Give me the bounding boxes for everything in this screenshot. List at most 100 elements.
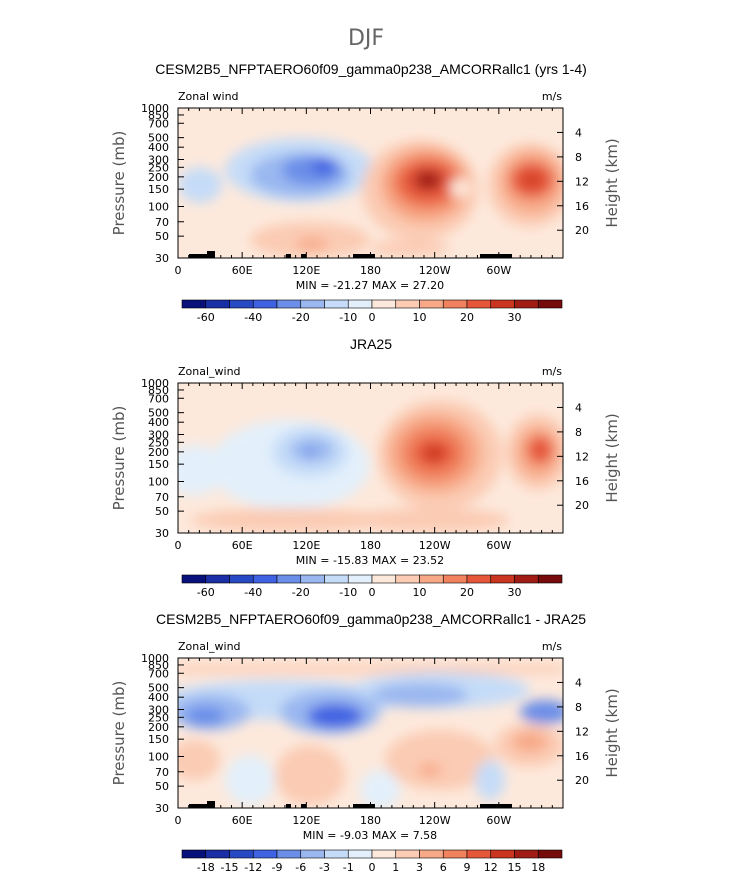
colorbar-swatch xyxy=(514,849,539,859)
colorbar: -60 -40 -20 -10 0 10 20 30 xyxy=(181,299,563,324)
colorbar-swatch xyxy=(466,849,492,859)
colorbar-swatch xyxy=(371,574,397,584)
lon-tick-label: 120W xyxy=(419,264,451,277)
pressure-tick-label: 300 xyxy=(148,704,169,717)
variable-label: Zonal wind xyxy=(178,90,239,103)
colorbar-swatch xyxy=(490,574,515,584)
colorbar-label: 10 xyxy=(413,586,427,599)
colorbar-swatch xyxy=(395,574,420,584)
lon-tick-label: 60E xyxy=(232,264,253,277)
pressure-tick-label: 850 xyxy=(148,109,169,122)
pressure-tick-label: 150 xyxy=(148,733,169,746)
colorbar-label: -1 xyxy=(343,861,354,873)
colorbar-swatch xyxy=(300,849,325,859)
colorbar-label: 0 xyxy=(369,311,376,324)
pressure-tick-label: 100 xyxy=(148,475,169,488)
colorbar: -60 -40 -20 -10 0 10 20 30 xyxy=(181,574,563,599)
height-tick-label: 8 xyxy=(575,701,582,714)
pressure-tick-label: 1000 xyxy=(141,652,169,665)
lon-ticks: 0 60E 120E 180 120W 60W xyxy=(175,658,564,827)
colorbar-label: 30 xyxy=(508,586,522,599)
pressure-tick-label: 400 xyxy=(148,691,169,704)
height-tick-label: 4 xyxy=(575,676,582,689)
colorbar-swatch xyxy=(371,299,397,309)
colorbar-swatch xyxy=(537,574,563,584)
colorbar-swatch xyxy=(490,299,515,309)
colorbar-swatch xyxy=(181,299,207,309)
colorbar-label: -12 xyxy=(244,861,262,873)
colorbar-swatch xyxy=(324,849,349,859)
pressure-tick-label: 700 xyxy=(148,667,169,680)
pressure-tick-label: 1000 xyxy=(141,102,169,115)
colorbar-label: -60 xyxy=(197,311,215,324)
lon-ticks: 0 60E 120E 180 120W 60W xyxy=(175,383,564,552)
colorbar-label: -20 xyxy=(292,311,310,324)
season-title: DJF xyxy=(348,26,384,51)
colorbar: -18 -15 -12 -9 -6 -3 -1 0 1 3 6 9 12 15 18 xyxy=(181,849,563,873)
panel-title: CESM2B5_NFPTAERO60f09_gamma0p238_AMCORRa… xyxy=(156,611,586,627)
lon-tick-label: 60W xyxy=(486,814,511,827)
pressure-tick-label: 30 xyxy=(155,802,169,815)
colorbar-swatch xyxy=(537,849,563,859)
min-max-label: MIN = -15.83 MAX = 23.52 xyxy=(296,554,444,567)
colorbar-swatch xyxy=(466,574,492,584)
colorbar-label: -18 xyxy=(197,861,215,873)
units-label: m/s xyxy=(542,90,562,103)
y-axis-label-right: Height (km) xyxy=(603,688,621,777)
pressure-tick-label: 250 xyxy=(148,436,169,449)
pressure-tick-label: 100 xyxy=(148,750,169,763)
units-label: m/s xyxy=(542,640,562,653)
panel-title: CESM2B5_NFPTAERO60f09_gamma0p238_AMCORRa… xyxy=(155,61,587,77)
pressure-tick-label: 50 xyxy=(155,780,169,793)
topography xyxy=(189,801,512,808)
colorbar-swatch xyxy=(466,299,492,309)
pressure-tick-label: 70 xyxy=(155,766,169,779)
colorbar-swatch xyxy=(419,849,444,859)
pressure-tick-label: 1000 xyxy=(141,377,169,390)
colorbar-label: 12 xyxy=(484,861,498,873)
colorbar-swatch xyxy=(205,574,230,584)
colorbar-swatch xyxy=(181,574,207,584)
pressure-tick-label: 700 xyxy=(148,117,169,130)
pressure-tick-label: 850 xyxy=(148,659,169,672)
colorbar-swatch xyxy=(347,299,373,309)
colorbar-swatch xyxy=(395,299,420,309)
colorbar-swatch xyxy=(276,574,302,584)
height-tick-label: 12 xyxy=(575,175,589,188)
colorbar-swatch xyxy=(252,849,278,859)
height-tick-label: 4 xyxy=(575,401,582,414)
pressure-tick-label: 50 xyxy=(155,505,169,518)
pressure-tick-label: 300 xyxy=(148,429,169,442)
lon-tick-label: 120W xyxy=(419,539,451,552)
height-tick-label: 16 xyxy=(575,475,589,488)
height-ticks: 20 16 12 8 4 xyxy=(557,676,589,787)
pressure-tick-label: 70 xyxy=(155,491,169,504)
colorbar-swatch xyxy=(300,299,325,309)
colorbar-swatch xyxy=(419,574,444,584)
lon-tick-label: 60E xyxy=(232,814,253,827)
colorbar-swatch xyxy=(347,849,373,859)
y-axis-label-left: Pressure (mb) xyxy=(110,131,128,236)
lon-tick-label: 0 xyxy=(175,264,182,277)
pressure-tick-label: 150 xyxy=(148,183,169,196)
panel-obs: JRA25 Zonal_wind m/s xyxy=(110,336,621,599)
pressure-tick-label: 400 xyxy=(148,141,169,154)
pressure-tick-label: 200 xyxy=(148,171,169,184)
pressure-tick-label: 500 xyxy=(148,132,169,145)
y-axis-label-left: Pressure (mb) xyxy=(110,406,128,511)
pressure-tick-label: 850 xyxy=(148,384,169,397)
lon-tick-label: 120W xyxy=(419,814,451,827)
colorbar-swatch xyxy=(395,849,420,859)
colorbar-label: 18 xyxy=(531,861,545,873)
colorbar-swatch xyxy=(442,299,468,309)
colorbar-swatch xyxy=(371,849,397,859)
colorbar-label: -15 xyxy=(221,861,239,873)
height-tick-label: 20 xyxy=(575,224,589,237)
lon-tick-label: 120E xyxy=(292,539,320,552)
variable-label: Zonal_wind xyxy=(178,640,241,653)
colorbar-label: 20 xyxy=(460,586,474,599)
height-tick-label: 16 xyxy=(575,200,589,213)
lon-tick-label: 180 xyxy=(360,539,381,552)
